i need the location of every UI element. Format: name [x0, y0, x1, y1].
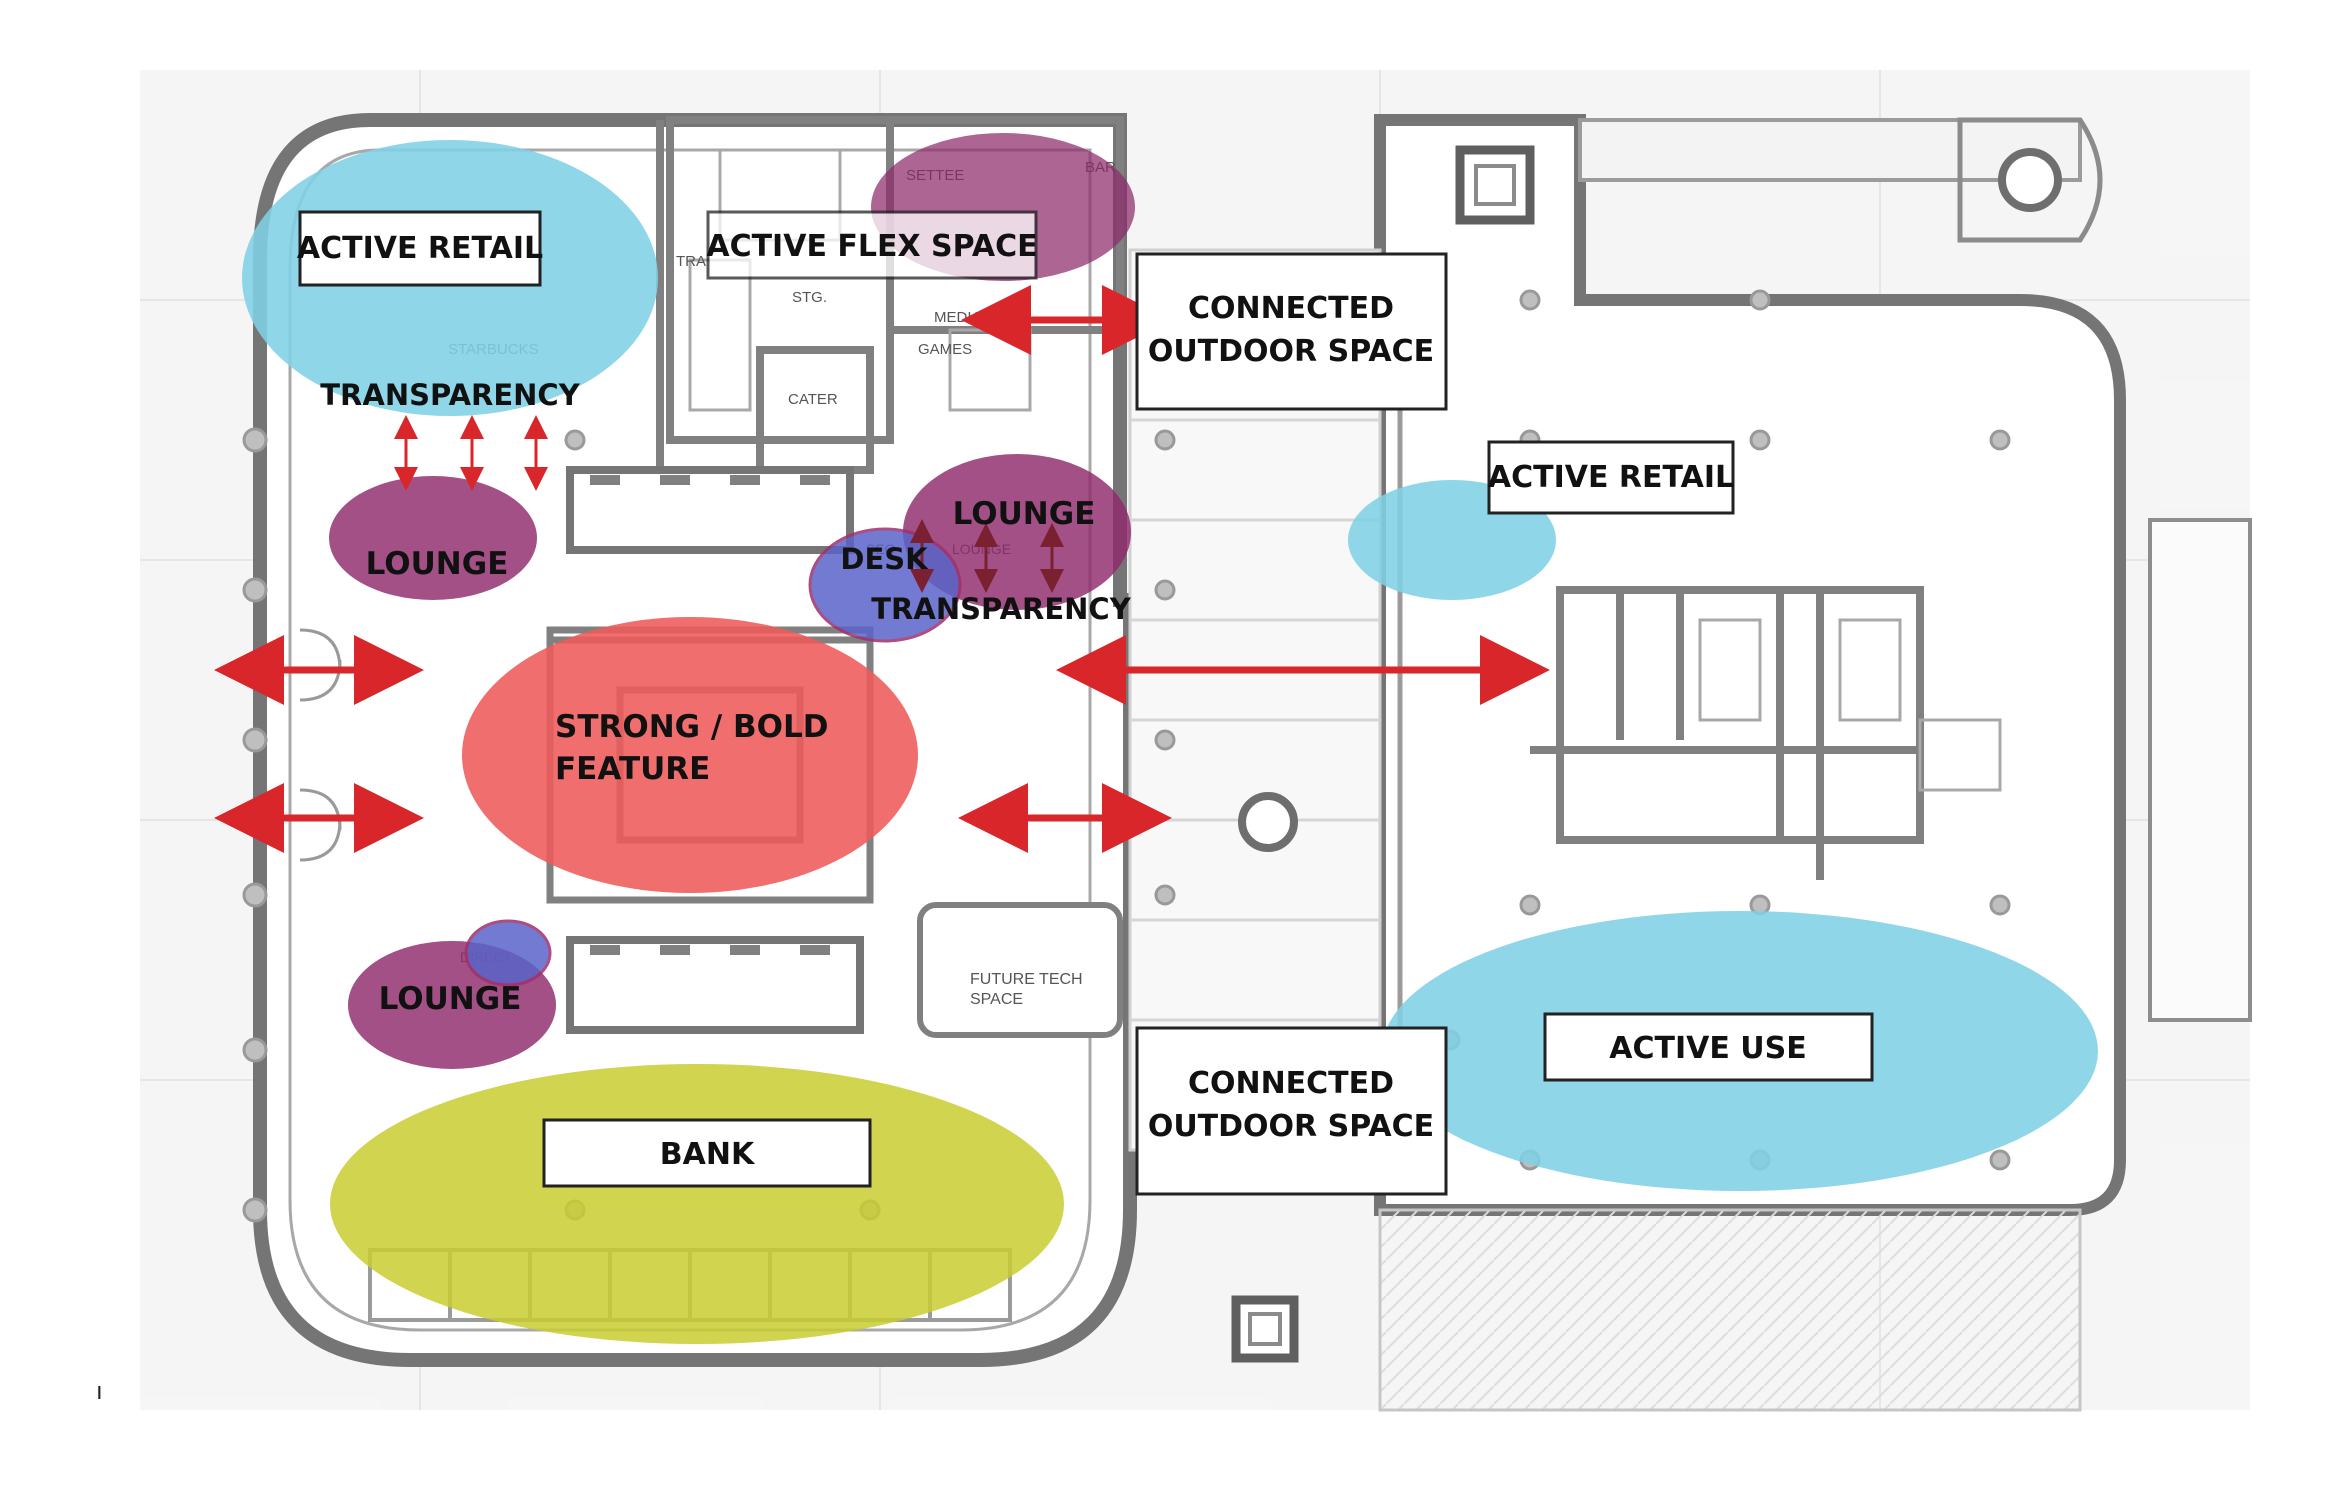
active-retail-ne-label: ACTIVE RETAIL: [1488, 460, 1734, 495]
corner-mark: ı: [96, 1378, 103, 1405]
label-future-tech: FUTURE TECH: [970, 971, 1083, 988]
strong-bold-label-line2: FEATURE: [555, 751, 710, 787]
active-retail-nw-label: ACTIVE RETAIL: [297, 231, 543, 266]
label-stg: STG.: [792, 289, 827, 306]
connected-outdoor-bottom-box: [1135, 1026, 1448, 1196]
zone-strong-bold-feature: [462, 617, 918, 893]
active-flex-space-label: ACTIVE FLEX SPACE: [706, 229, 1037, 264]
label-games: GAMES: [918, 341, 972, 358]
connected-outdoor-top-box: [1135, 252, 1448, 411]
active-flex-space-box: [706, 210, 1038, 280]
zone-direct-desk: [464, 919, 552, 987]
zone-bank: [330, 1064, 1064, 1344]
label-tra: TRA: [676, 253, 706, 270]
lounge-west-lower-label: LOUNGE: [379, 981, 522, 1017]
label-future-tech-space: SPACE: [970, 991, 1023, 1008]
connected-outdoor-top-line1: CONNECTED: [1188, 291, 1394, 326]
bank-label: BANK: [660, 1137, 756, 1172]
bank-box: [542, 1118, 872, 1188]
desk-label: DESK: [840, 542, 929, 576]
transparency-top-label: TRANSPARENCY: [320, 378, 580, 412]
label-cater: CATER: [788, 391, 838, 408]
lounge-center-label: LOUNGE: [953, 496, 1096, 532]
active-retail-ne-box: [1487, 440, 1735, 515]
active-use-box: [1543, 1012, 1874, 1082]
lounge-west-upper-label: LOUNGE: [366, 546, 509, 582]
active-use-label: ACTIVE USE: [1609, 1031, 1806, 1066]
strong-bold-label-line1: STRONG / BOLD: [555, 709, 828, 745]
connected-outdoor-top-line2: OUTDOOR SPACE: [1148, 334, 1434, 369]
connected-outdoor-bottom-line2: OUTDOOR SPACE: [1148, 1109, 1434, 1144]
zone-lounge-west-upper: [329, 476, 537, 600]
label-media: MEDIA: [934, 309, 982, 326]
circulation-arrows: [214, 285, 1550, 853]
label-boxes: ACTIVE RETAIL ACTIVE FLEX SPACE CONNECTE…: [297, 210, 1874, 1196]
active-retail-nw-box: [298, 210, 542, 287]
transparency-center-label: TRANSPARENCY: [871, 592, 1131, 626]
connected-outdoor-bottom-line1: CONNECTED: [1188, 1066, 1394, 1101]
zone-lounge-center: [903, 454, 1131, 610]
